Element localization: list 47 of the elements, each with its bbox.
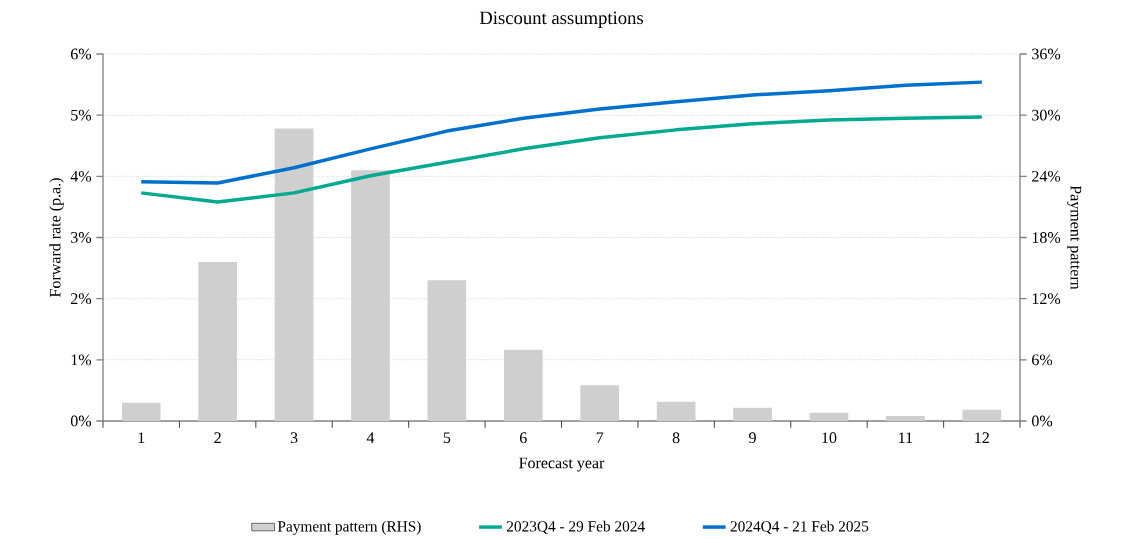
- line-series: [139, 80, 984, 185]
- y-axis-title: Forward rate (p.a.): [49, 178, 64, 298]
- y2-tick-label: 18%: [1032, 232, 1061, 243]
- x-tick-label: 10: [822, 432, 837, 444]
- bar: [733, 407, 772, 421]
- y-tick-label: 3%: [71, 232, 92, 243]
- x-tick-label: 4: [366, 432, 375, 443]
- bar: [886, 415, 925, 421]
- bar: [580, 385, 620, 421]
- legend-label: Payment pattern (RHS): [277, 520, 421, 535]
- y-tick-label: 4%: [70, 170, 92, 182]
- bar: [198, 261, 237, 421]
- x-tick-label: 5: [443, 432, 451, 443]
- y-tick-label: 6%: [70, 48, 92, 60]
- bar: [503, 349, 543, 421]
- y2-tick-label: 30%: [1032, 109, 1061, 121]
- y-tick-label: 0%: [70, 415, 92, 427]
- y2-tick-label: 24%: [1032, 170, 1061, 182]
- y-tick-label: 5%: [71, 109, 92, 121]
- x-tick-label: 8: [672, 432, 680, 444]
- x-tick-label: 2: [214, 432, 221, 443]
- y2-tick-label: 6%: [1032, 354, 1053, 366]
- y-tick-label: 2%: [71, 293, 92, 305]
- bar: [427, 280, 467, 421]
- x-tick-label: 12: [975, 432, 989, 443]
- x-tick-label: 1: [138, 432, 145, 443]
- bar: [274, 128, 314, 421]
- y2-axis-title: Payment pattern: [1067, 185, 1082, 290]
- y2-tick-label: 36%: [1032, 48, 1061, 60]
- legend-label: 2023Q4 - 29 Feb 2024: [506, 520, 645, 534]
- x-axis-title: Forecast year: [519, 457, 605, 472]
- bar: [121, 402, 161, 421]
- y2-tick-label: 0%: [1032, 415, 1053, 427]
- y-tick-label: 1%: [71, 354, 92, 366]
- x-tick-label: 6: [519, 432, 527, 444]
- bar: [809, 412, 849, 421]
- x-tick-label: 3: [290, 432, 298, 444]
- bar: [351, 170, 390, 421]
- bar: [962, 409, 1002, 421]
- x-tick-label: 7: [596, 432, 604, 443]
- line-series: [139, 115, 984, 204]
- legend-label: 2024Q4 - 21 Feb 2025: [730, 520, 869, 534]
- y2-tick-label: 12%: [1032, 293, 1061, 305]
- x-tick-label: 11: [899, 432, 913, 443]
- x-tick-label: 9: [749, 432, 756, 444]
- bar: [656, 401, 696, 421]
- chart-title: Discount assumptions: [479, 11, 644, 28]
